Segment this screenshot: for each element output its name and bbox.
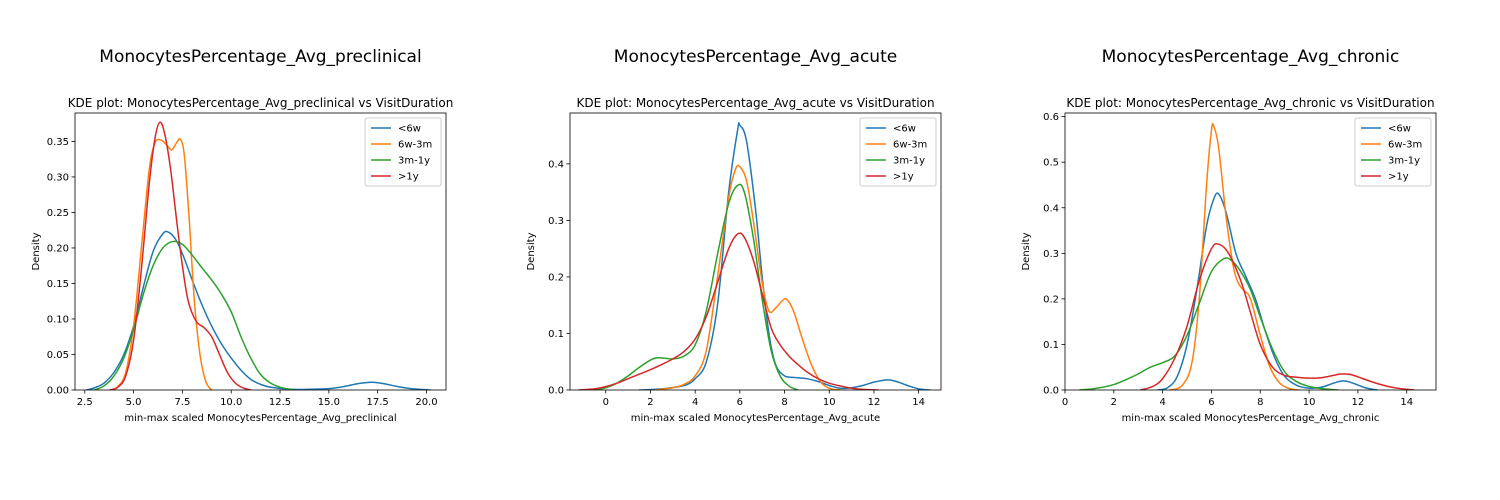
x-tick-label: 4 [1159,397,1165,408]
legend-label: >1y [398,172,419,183]
x-tick-label: 17.5 [367,397,389,408]
x-tick-label: 5.0 [126,397,142,408]
y-tick-label: 0.00 [47,386,69,397]
y-tick-label: 0.3 [548,216,564,227]
legend-box [364,117,442,187]
y-axis-label: Density [526,232,537,270]
kde-curves [85,121,432,390]
x-axis-label: min-max scaled MonocytesPercentage_Avg_c… [1122,413,1380,424]
y-tick-label: 0.4 [548,159,564,170]
y-axis-label: Density [1021,232,1032,270]
axes-title: KDE plot: MonocytesPercentage_Avg_precli… [68,96,454,110]
y-tick-label: 0.4 [1043,203,1059,214]
legend-label: 6w-3m [1388,140,1422,151]
subplot-suptitle: MonocytesPercentage_Avg_acute [614,47,897,67]
legend-label: <6w [398,124,421,135]
subplot-suptitle: MonocytesPercentage_Avg_preclinical [99,47,421,67]
y-tick-label: 0.30 [47,172,69,183]
legend-label: <6w [893,124,916,135]
kde-line-series-4 [109,121,252,390]
x-tick-label: 10.0 [220,397,242,408]
x-tick-label: 0 [1062,397,1068,408]
kde-line-series-4 [578,232,880,390]
x-tick-label: 0 [603,397,609,408]
y-tick-label: 0.6 [1043,112,1059,123]
y-tick-label: 0.0 [548,386,564,397]
y-tick-label: 0.5 [1043,158,1059,169]
subplot-2: MonocytesPercentage_Avg_acute KDE plot: M… [526,47,942,424]
subplot-1: MonocytesPercentage_Avg_preclinical KDE p… [31,47,453,424]
y-tick-label: 0.10 [47,314,69,325]
y-axis-label: Density [31,232,42,270]
x-tick-label: 8 [1257,397,1263,408]
axes-title: KDE plot: MonocytesPercentage_Avg_chroni… [1066,96,1434,110]
legend-box [1354,117,1432,187]
axes-frame [1064,112,1437,391]
kde-line-series-2 [109,137,213,390]
kde-line-series-2 [654,164,842,390]
legend: <6w 6w-3m 3m-1y >1y [364,117,442,187]
x-tick-label: 14 [912,397,925,408]
x-tick-label: 7.5 [174,397,190,408]
x-tick-label: 2 [1111,397,1117,408]
axes-frame [74,112,447,391]
legend-label: 3m-1y [1388,156,1420,167]
x-tick-label: 8 [781,397,787,408]
y-tick-label: 0.05 [47,350,69,361]
x-tick-label: 6 [737,397,743,408]
x-tick-label: 6 [1208,397,1214,408]
kde-curves [1078,122,1415,390]
x-tick-label: 4 [692,397,698,408]
y-tick-label: 0.2 [548,272,564,283]
kde-line-series-3 [593,183,799,390]
legend-label: >1y [1388,172,1409,183]
subplot-3: MonocytesPercentage_Avg_chronic KDE plot:… [1021,47,1437,424]
x-tick-label: 12.5 [269,397,291,408]
x-tick-label: 20.0 [415,397,437,408]
y-tick-label: 0.0 [1043,386,1059,397]
x-axis-label: min-max scaled MonocytesPercentage_Avg_p… [124,413,396,424]
y-tick-label: 0.1 [1043,340,1059,351]
x-tick-label: 12 [868,397,881,408]
x-tick-label: 2 [647,397,653,408]
x-axis-label: min-max scaled MonocytesPercentage_Avg_a… [631,413,880,424]
y-tick-label: 0.25 [47,208,69,219]
axes-frame [569,112,942,391]
kde-line-series-2 [1169,122,1301,390]
legend: <6w 6w-3m 3m-1y >1y [1354,117,1432,187]
x-tick-label: 14 [1400,397,1413,408]
y-tick-label: 0.20 [47,243,69,254]
axes-title: KDE plot: MonocytesPercentage_Avg_acute … [576,96,934,110]
legend-box [859,117,937,187]
kde-line-series-3 [1078,257,1340,390]
legend-label: 3m-1y [398,156,430,167]
x-tick-label: 10 [823,397,836,408]
legend-label: >1y [893,172,914,183]
legend-label: 3m-1y [893,156,925,167]
kde-curves [578,122,931,390]
y-tick-label: 0.3 [1043,249,1059,260]
kde-line-series-1 [1157,192,1379,390]
legend-label: <6w [1388,124,1411,135]
kde-line-series-3 [93,240,295,390]
legend-label: 6w-3m [398,140,432,151]
y-tick-label: 0.2 [1043,294,1059,305]
kde-line-series-4 [1139,242,1415,390]
legend-label: 6w-3m [893,140,927,151]
x-tick-label: 10 [1303,397,1316,408]
y-tick-label: 0.1 [548,329,564,340]
legend: <6w 6w-3m 3m-1y >1y [859,117,937,187]
subplot-suptitle: MonocytesPercentage_Avg_chronic [1102,47,1400,67]
x-tick-label: 15.0 [318,397,340,408]
y-tick-label: 0.15 [47,279,69,290]
x-tick-label: 12 [1352,397,1365,408]
y-tick-label: 0.35 [47,137,69,148]
x-tick-label: 2.5 [77,397,93,408]
